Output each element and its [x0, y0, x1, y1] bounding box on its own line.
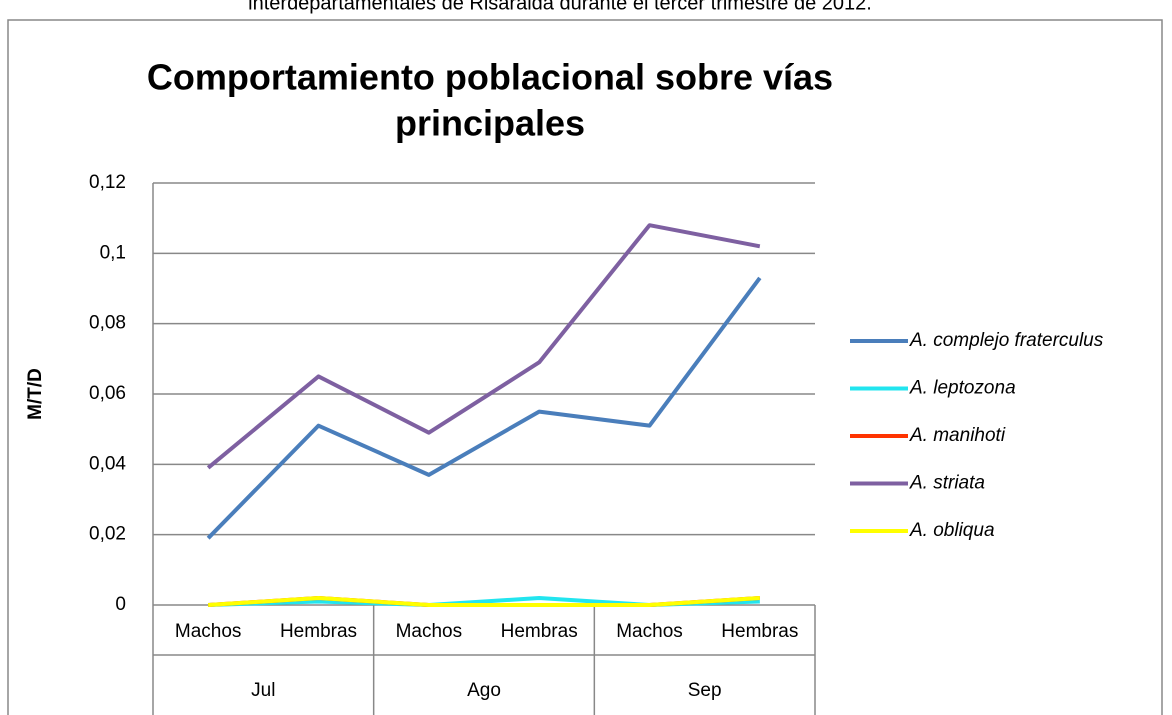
series-line	[206, 276, 762, 540]
y-axis-label: M/T/D	[25, 368, 46, 420]
legend-label: A. striata	[909, 473, 985, 494]
chart-title: principales	[395, 103, 585, 144]
legend-label: A. obliqua	[909, 520, 995, 541]
x-tick-label: Hembras	[721, 621, 798, 642]
series-line	[206, 223, 761, 470]
x-tick-label: Hembras	[501, 621, 578, 642]
x-tick-label: Hembras	[280, 621, 357, 642]
y-tick-label: 0,08	[89, 313, 126, 334]
x-group-label: Sep	[688, 680, 722, 701]
legend-label: A. manihoti	[909, 425, 1006, 446]
y-tick-label: 0	[115, 594, 126, 615]
y-tick-label: 0,1	[100, 242, 126, 263]
legend-label: A. complejo fraterculus	[909, 330, 1104, 351]
legend-label: A. leptozona	[909, 378, 1016, 399]
y-tick-label: 0,12	[89, 172, 126, 193]
y-tick-label: 0,04	[89, 453, 126, 474]
y-tick-label: 0,02	[89, 524, 126, 545]
x-tick-label: Machos	[396, 621, 463, 642]
x-tick-label: Machos	[175, 621, 242, 642]
x-tick-label: Machos	[616, 621, 683, 642]
x-group-label: Jul	[251, 680, 275, 701]
y-tick-label: 0,06	[89, 383, 126, 404]
caption: interdepartamentales de Risaralda durant…	[248, 0, 872, 14]
series-line	[208, 595, 760, 607]
x-group-label: Ago	[467, 680, 501, 701]
chart-title: Comportamiento poblacional sobre vías	[147, 57, 833, 98]
